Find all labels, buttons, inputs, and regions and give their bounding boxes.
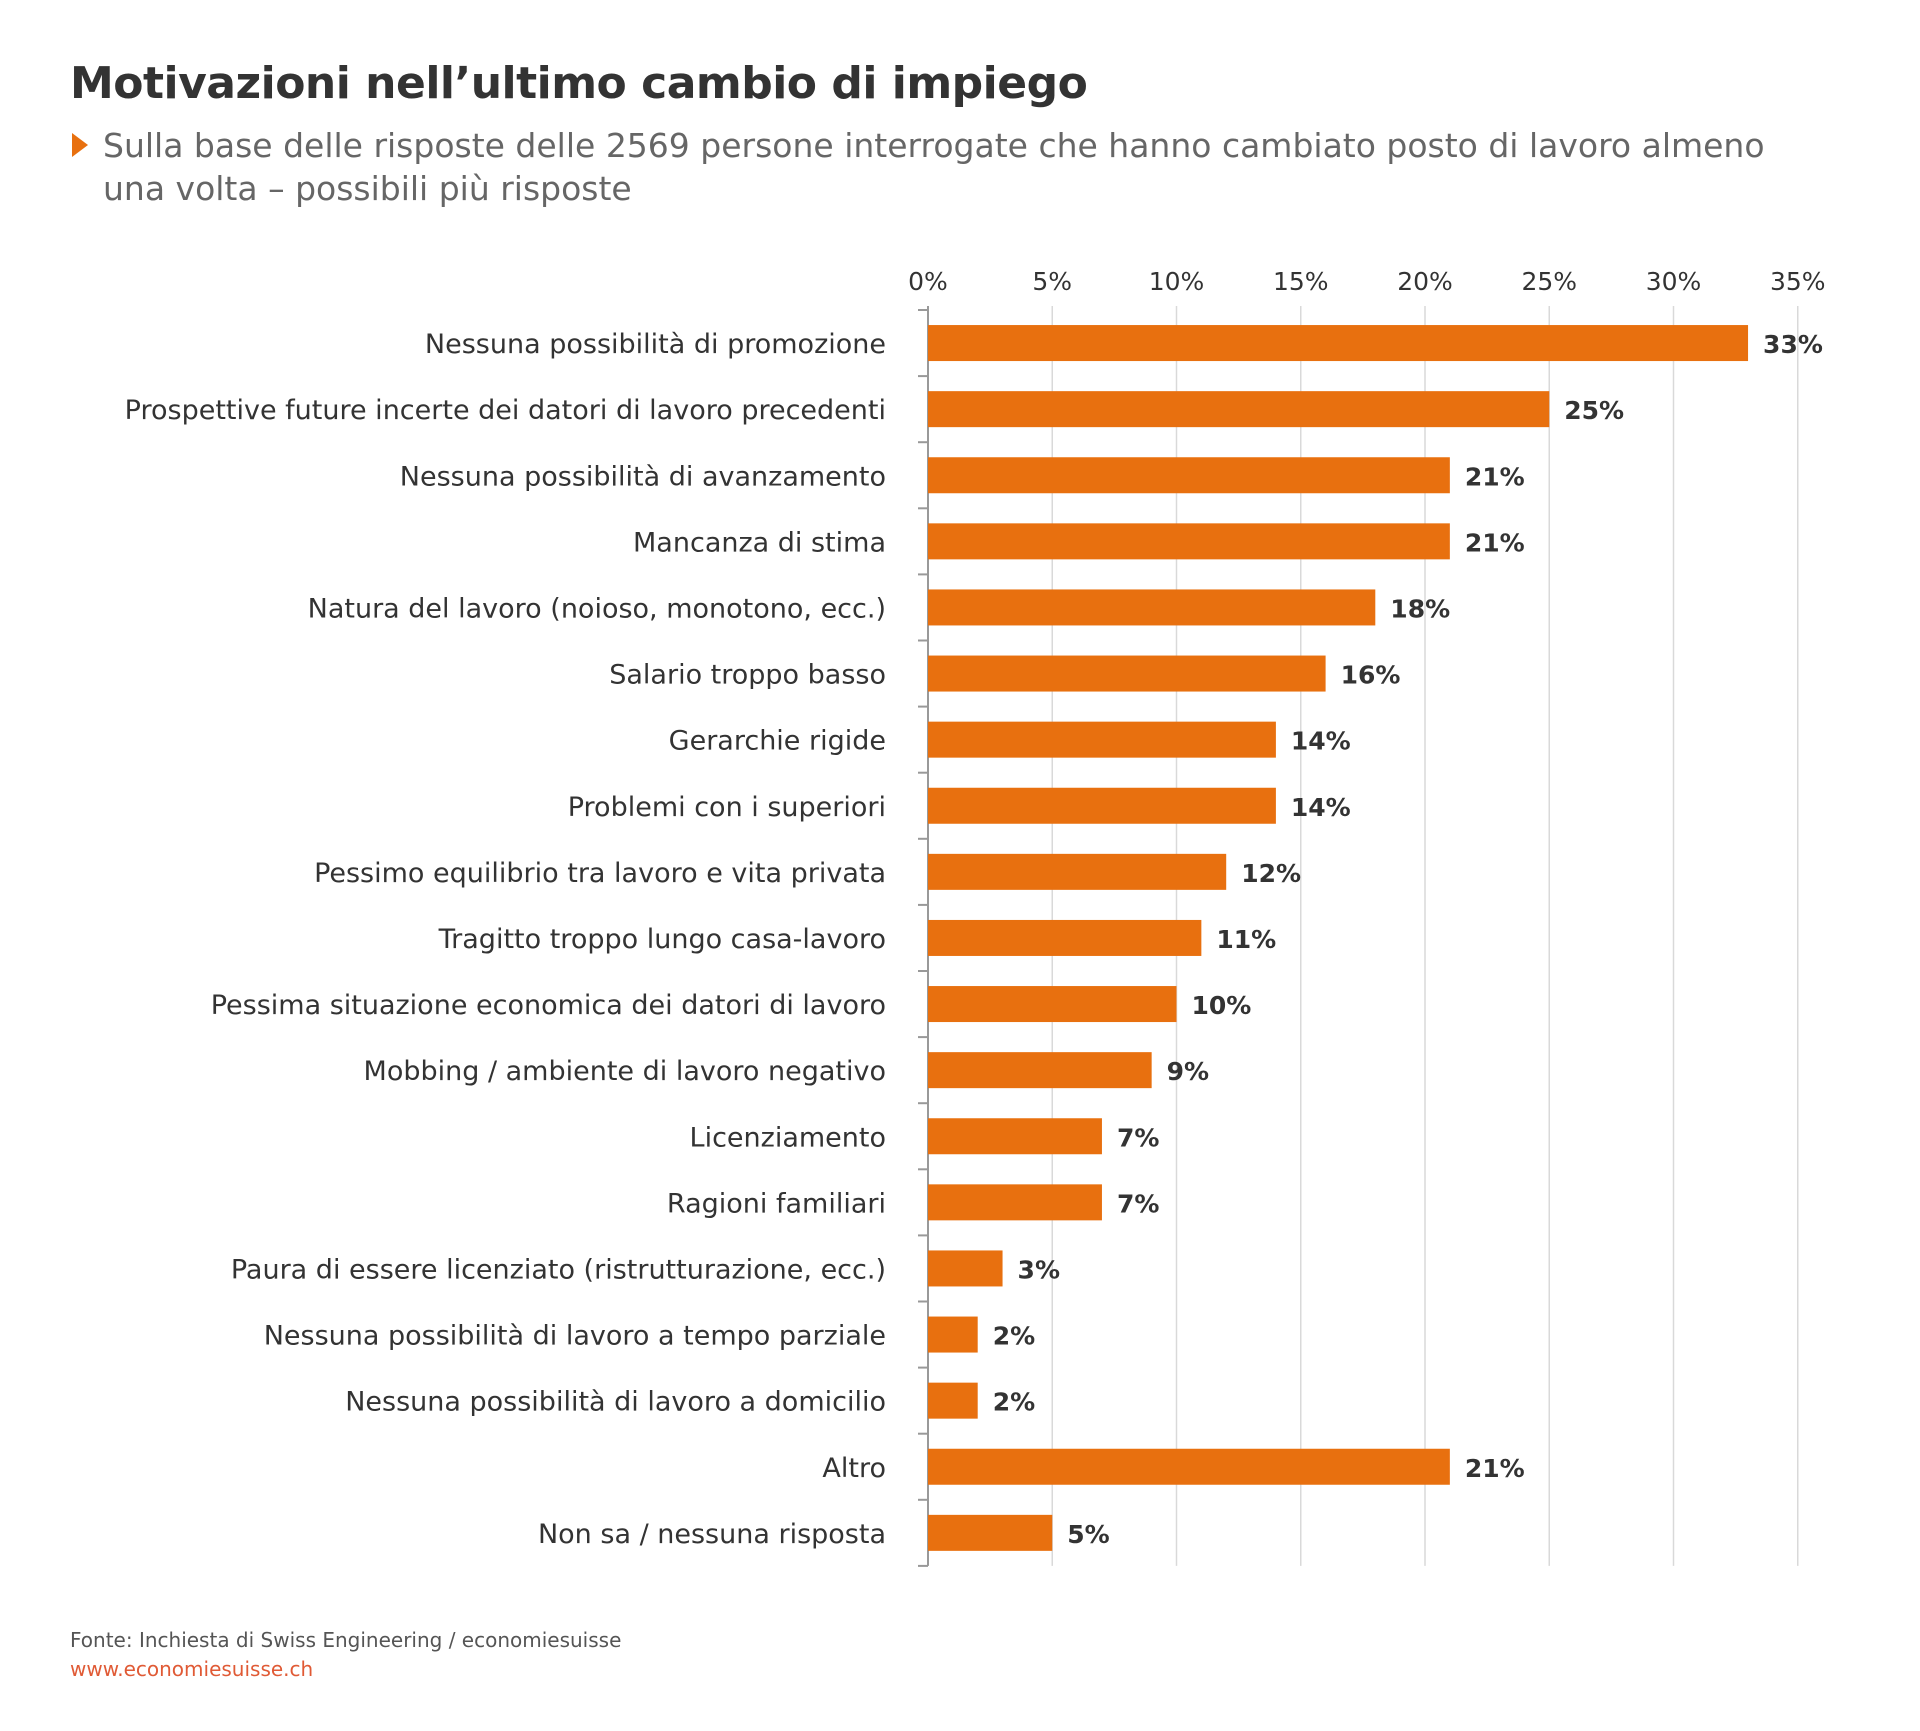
category-label: Ragioni familiari — [667, 1188, 886, 1219]
category-label: Nessuna possibilità di lavoro a domicili… — [345, 1387, 886, 1418]
data-label: 21% — [1465, 528, 1525, 557]
category-label: Licenziamento — [690, 1122, 886, 1153]
category-label: Nessuna possibilità di avanzamento — [400, 461, 886, 492]
data-label: 7% — [1117, 1123, 1159, 1152]
category-label: Non sa / nessuna risposta — [538, 1519, 886, 1550]
x-tick-label: 20% — [1397, 267, 1453, 296]
website-link[interactable]: www.economiesuisse.ch — [70, 1657, 314, 1681]
category-label: Gerarchie rigide — [669, 726, 886, 757]
category-label: Altro — [822, 1453, 886, 1484]
data-label: 12% — [1241, 859, 1301, 888]
data-label: 3% — [1018, 1255, 1060, 1284]
bar — [928, 986, 1177, 1023]
category-label: Natura del lavoro (noioso, monotono, ecc… — [308, 593, 886, 624]
data-label: 5% — [1067, 1520, 1109, 1549]
data-label: 7% — [1117, 1189, 1159, 1218]
category-label: Pessima situazione economica dei datori … — [211, 990, 886, 1021]
bar — [928, 787, 1276, 824]
chart-subtitle: Sulla base delle risposte delle 2569 per… — [103, 126, 1765, 208]
data-label: 11% — [1216, 925, 1276, 954]
bar — [928, 391, 1550, 428]
data-label: 2% — [993, 1388, 1035, 1417]
category-label: Pessimo equilibrio tra lavoro e vita pri… — [314, 858, 886, 889]
x-tick-label: 35% — [1770, 267, 1826, 296]
x-tick-label: 0% — [908, 267, 948, 296]
bar — [928, 919, 1202, 956]
bar — [928, 1052, 1152, 1089]
bar — [928, 853, 1227, 890]
bar — [928, 721, 1276, 758]
data-label: 18% — [1390, 594, 1450, 623]
category-label: Nessuna possibilità di lavoro a tempo pa… — [264, 1321, 886, 1352]
data-label: 16% — [1341, 661, 1401, 690]
data-label: 14% — [1291, 727, 1351, 756]
category-label: Mancanza di stima — [633, 527, 886, 558]
x-tick-label: 15% — [1273, 267, 1329, 296]
bar — [928, 1316, 978, 1353]
category-label: Nessuna possibilità di promozione — [425, 329, 886, 360]
data-label: 21% — [1465, 1454, 1525, 1483]
bar — [928, 655, 1326, 692]
category-label: Mobbing / ambiente di lavoro negativo — [364, 1056, 886, 1087]
bar — [928, 457, 1450, 494]
source-note: Fonte: Inchiesta di Swiss Engineering / … — [70, 1628, 622, 1652]
chart-title: Motivazioni nell’ultimo cambio di impieg… — [70, 58, 1088, 109]
data-label: 10% — [1192, 991, 1252, 1020]
category-label: Salario troppo basso — [609, 660, 886, 691]
bar — [928, 1514, 1053, 1551]
data-label: 9% — [1167, 1057, 1209, 1086]
bar — [928, 1118, 1102, 1155]
category-label: Tragitto troppo lungo casa-lavoro — [438, 924, 886, 955]
bar — [928, 325, 1749, 362]
data-label: 33% — [1763, 330, 1823, 359]
category-label: Problemi con i superiori — [568, 792, 886, 823]
category-label: Paura di essere licenziato (ristrutturaz… — [231, 1254, 886, 1285]
category-label: Prospettive future incerte dei datori di… — [125, 395, 886, 426]
bar — [928, 589, 1376, 626]
x-tick-label: 5% — [1032, 267, 1072, 296]
bar — [928, 1184, 1102, 1221]
data-label: 2% — [993, 1322, 1035, 1351]
x-tick-label: 30% — [1646, 267, 1702, 296]
subtitle-arrow-icon — [72, 133, 88, 157]
x-tick-label: 10% — [1149, 267, 1205, 296]
data-label: 14% — [1291, 793, 1351, 822]
bar — [928, 523, 1450, 560]
bar — [928, 1382, 978, 1419]
data-label: 25% — [1564, 396, 1624, 425]
x-tick-label: 25% — [1521, 267, 1577, 296]
bar — [928, 1250, 1003, 1287]
data-label: 21% — [1465, 462, 1525, 491]
bar — [928, 1448, 1450, 1485]
